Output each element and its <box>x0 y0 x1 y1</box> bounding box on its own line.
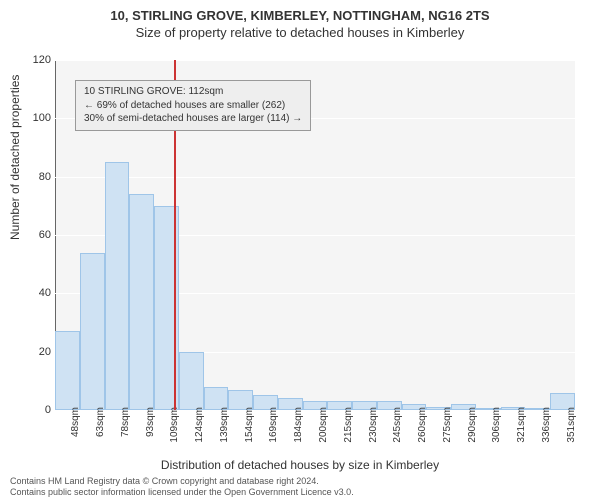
info-box-line: 30% of semi-detached houses are larger (… <box>84 112 302 126</box>
x-tick-label: 200sqm <box>318 407 329 443</box>
x-tick-label: 336sqm <box>541 407 552 443</box>
footer-line: Contains public sector information licen… <box>10 487 354 498</box>
x-tick-label: 321sqm <box>516 407 527 443</box>
x-tick-label: 169sqm <box>268 407 279 443</box>
x-tick-label: 260sqm <box>417 407 428 443</box>
x-tick-label: 93sqm <box>145 407 156 437</box>
y-tick-label: 80 <box>27 171 51 183</box>
x-tick-label: 275sqm <box>442 407 453 443</box>
x-tick-label: 48sqm <box>70 407 81 437</box>
page-subtitle: Size of property relative to detached ho… <box>0 25 600 42</box>
x-axis-title: Distribution of detached houses by size … <box>0 458 600 472</box>
x-tick-label: 63sqm <box>95 407 106 437</box>
y-tick-label: 40 <box>27 287 51 299</box>
histogram-bar <box>80 253 105 411</box>
x-tick-label: 351sqm <box>566 407 577 443</box>
histogram-bar <box>105 162 130 410</box>
x-tick-label: 184sqm <box>293 407 304 443</box>
footer-line: Contains HM Land Registry data © Crown c… <box>10 476 354 487</box>
info-box-line: 10 STIRLING GROVE: 112sqm <box>84 85 302 99</box>
footer-attribution: Contains HM Land Registry data © Crown c… <box>10 476 354 499</box>
y-tick-label: 60 <box>27 229 51 241</box>
info-box-line: ← 69% of detached houses are smaller (26… <box>84 99 302 113</box>
info-box: 10 STIRLING GROVE: 112sqm← 69% of detach… <box>75 80 311 131</box>
x-tick-label: 124sqm <box>194 407 205 443</box>
x-tick-label: 78sqm <box>120 407 131 437</box>
histogram-bar <box>179 352 204 410</box>
y-axis-title: Number of detached properties <box>8 75 22 240</box>
x-tick-label: 245sqm <box>392 407 403 443</box>
x-tick-label: 230sqm <box>368 407 379 443</box>
x-tick-label: 154sqm <box>244 407 255 443</box>
y-tick-label: 0 <box>27 404 51 416</box>
page-title: 10, STIRLING GROVE, KIMBERLEY, NOTTINGHA… <box>0 8 600 25</box>
gridline <box>55 177 575 178</box>
histogram-bar <box>55 331 80 410</box>
y-tick-label: 100 <box>27 112 51 124</box>
x-tick-label: 139sqm <box>219 407 230 443</box>
x-tick-label: 215sqm <box>343 407 354 443</box>
x-tick-label: 306sqm <box>491 407 502 443</box>
y-tick-label: 120 <box>27 54 51 66</box>
x-tick-label: 109sqm <box>169 407 180 443</box>
histogram-bar <box>129 194 154 410</box>
x-tick-label: 290sqm <box>467 407 478 443</box>
histogram-chart: 02040608010012048sqm63sqm78sqm93sqm109sq… <box>55 60 575 410</box>
y-tick-label: 20 <box>27 346 51 358</box>
gridline <box>55 60 575 61</box>
